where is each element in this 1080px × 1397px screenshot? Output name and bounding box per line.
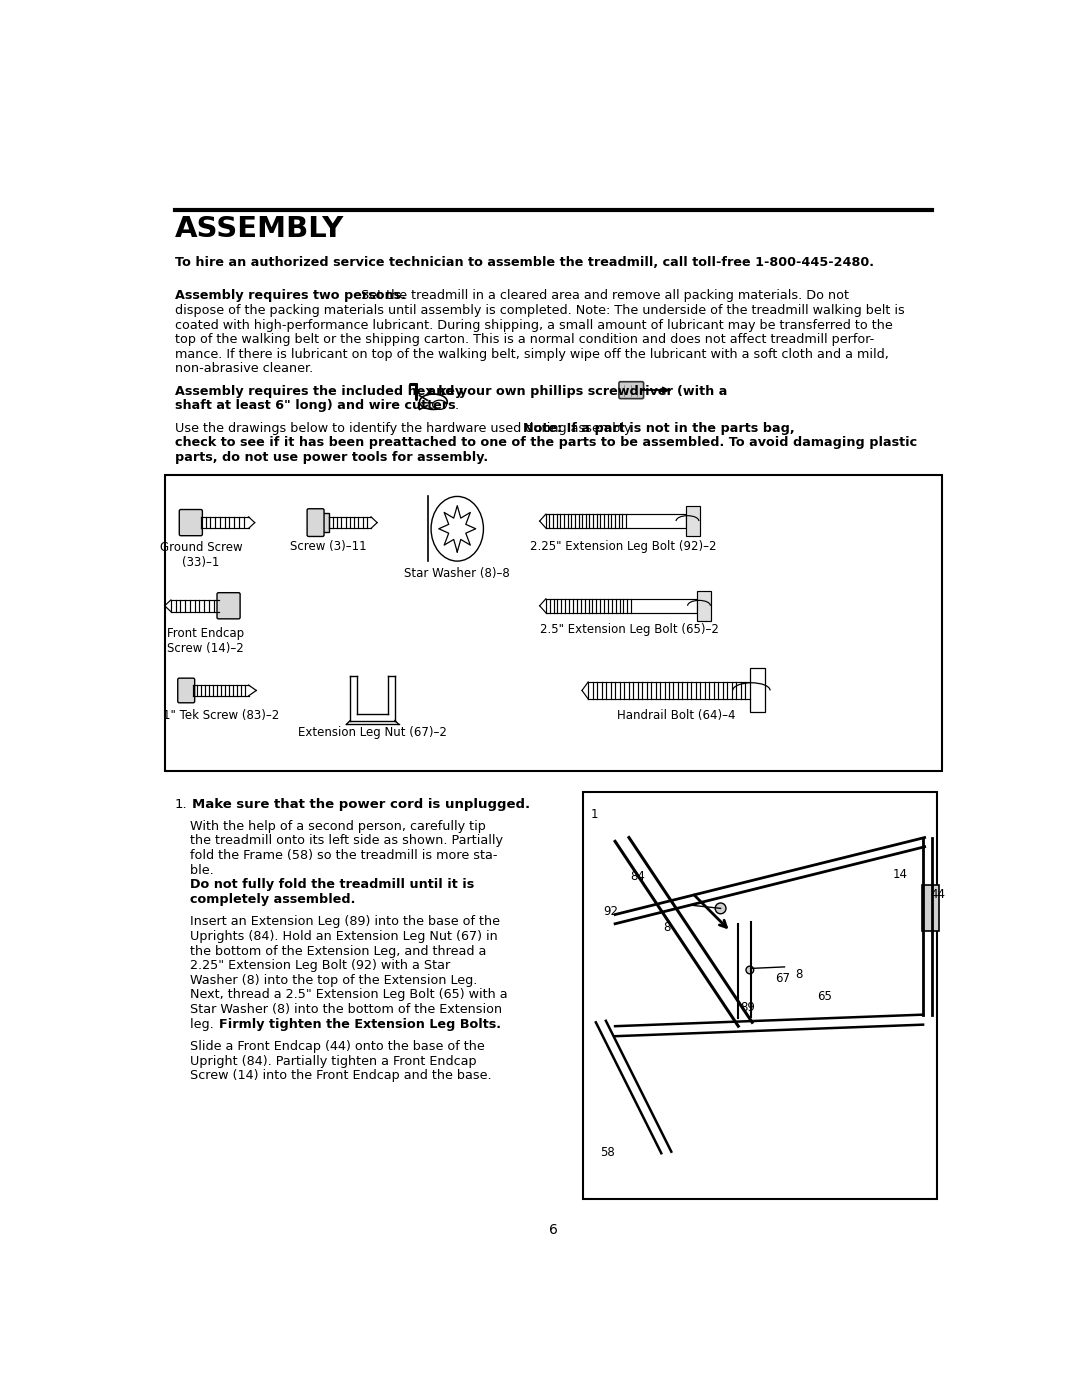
Text: parts, do not use power tools for assembly.: parts, do not use power tools for assemb…	[175, 451, 488, 464]
Text: 1: 1	[591, 807, 598, 820]
Text: ble.: ble.	[190, 863, 218, 877]
Text: leg.: leg.	[190, 1018, 218, 1031]
Text: 8: 8	[663, 921, 671, 933]
Text: Screw (3)–11: Screw (3)–11	[291, 539, 367, 553]
Bar	[321, 513, 328, 532]
Text: 67: 67	[775, 972, 791, 985]
Text: Handrail Bolt (64)–4: Handrail Bolt (64)–4	[618, 708, 735, 722]
Text: Insert an Extension Leg (89) into the base of the: Insert an Extension Leg (89) into the ba…	[190, 915, 500, 929]
Text: Firmly tighten the Extension Leg Bolts.: Firmly tighten the Extension Leg Bolts.	[219, 1018, 501, 1031]
FancyBboxPatch shape	[619, 381, 644, 398]
Text: Star Washer (8) into the bottom of the Extension: Star Washer (8) into the bottom of the E…	[190, 1003, 502, 1016]
Text: Do not fully fold the treadmill until it is: Do not fully fold the treadmill until it…	[190, 879, 474, 891]
Text: Assembly requires the included hex key: Assembly requires the included hex key	[175, 384, 463, 398]
Text: Upright (84). Partially tighten a Front Endcap: Upright (84). Partially tighten a Front …	[190, 1055, 476, 1067]
Text: 44: 44	[931, 888, 946, 901]
Text: Make sure that the power cord is unplugged.: Make sure that the power cord is unplugg…	[191, 798, 529, 812]
Text: Set the treadmill in a cleared area and remove all packing materials. Do not: Set the treadmill in a cleared area and …	[357, 289, 849, 302]
Text: Next, thread a 2.5" Extension Leg Bolt (65) with a: Next, thread a 2.5" Extension Leg Bolt (…	[190, 989, 508, 1002]
FancyBboxPatch shape	[178, 678, 194, 703]
Text: 65: 65	[816, 990, 832, 1003]
Text: the bottom of the Extension Leg, and thread a: the bottom of the Extension Leg, and thr…	[190, 944, 486, 957]
Text: 14: 14	[892, 869, 907, 882]
Text: coated with high-performance lubricant. During shipping, a small amount of lubri: coated with high-performance lubricant. …	[175, 319, 892, 331]
Ellipse shape	[431, 496, 484, 562]
Text: Slide a Front Endcap (44) onto the base of the: Slide a Front Endcap (44) onto the base …	[190, 1039, 485, 1053]
Text: the treadmill onto its left side as shown. Partially: the treadmill onto its left side as show…	[190, 834, 503, 848]
Bar	[632, 599, 698, 613]
Text: and your own phillips screwdriver: and your own phillips screwdriver	[423, 384, 673, 398]
Text: 8: 8	[795, 968, 802, 982]
Text: (with a: (with a	[677, 384, 728, 398]
Text: Front Endcap
Screw (14)–2: Front Endcap Screw (14)–2	[167, 627, 244, 655]
Bar	[165, 475, 942, 771]
Bar	[921, 886, 939, 932]
Text: Star Washer (8)–8: Star Washer (8)–8	[404, 567, 510, 580]
Text: 1.: 1.	[175, 798, 187, 812]
Text: Extension Leg Nut (67)–2: Extension Leg Nut (67)–2	[298, 726, 447, 739]
Text: completely assembled.: completely assembled.	[190, 893, 355, 907]
Text: .: .	[455, 400, 459, 412]
Text: 2.25" Extension Leg Bolt (92)–2: 2.25" Extension Leg Bolt (92)–2	[529, 539, 716, 553]
Text: With the help of a second person, carefully tip: With the help of a second person, carefu…	[190, 820, 486, 833]
Ellipse shape	[419, 394, 447, 409]
FancyBboxPatch shape	[307, 509, 324, 536]
Text: 84: 84	[631, 870, 646, 883]
Ellipse shape	[433, 400, 446, 409]
FancyBboxPatch shape	[217, 592, 240, 619]
Bar	[583, 792, 937, 1200]
Text: Ground Screw
(33)–1: Ground Screw (33)–1	[160, 541, 242, 569]
Text: To hire an authorized service technician to assemble the treadmill, call toll-fr: To hire an authorized service technician…	[175, 256, 874, 270]
Text: fold the Frame (58) so the treadmill is more sta-: fold the Frame (58) so the treadmill is …	[190, 849, 498, 862]
Bar	[698, 591, 712, 622]
Text: 1" Tek Screw (83)–2: 1" Tek Screw (83)–2	[163, 708, 279, 722]
Text: top of the walking belt or the shipping carton. This is a normal condition and d: top of the walking belt or the shipping …	[175, 334, 874, 346]
Text: Note: If a part is not in the parts bag,: Note: If a part is not in the parts bag,	[523, 422, 794, 434]
Text: dispose of the packing materials until assembly is completed. Note: The undersid: dispose of the packing materials until a…	[175, 305, 904, 317]
Text: 2.5" Extension Leg Bolt (65)–2: 2.5" Extension Leg Bolt (65)–2	[540, 623, 718, 636]
Text: check to see if it has been preattached to one of the parts to be assembled. To : check to see if it has been preattached …	[175, 436, 917, 450]
Circle shape	[746, 967, 754, 974]
Text: Use the drawings below to identify the hardware used during assembly.: Use the drawings below to identify the h…	[175, 422, 637, 434]
Text: 92: 92	[603, 905, 618, 918]
Bar	[686, 506, 700, 536]
Text: non-abrasive cleaner.: non-abrasive cleaner.	[175, 362, 313, 376]
Bar	[626, 514, 686, 528]
Text: 2.25" Extension Leg Bolt (92) with a Star: 2.25" Extension Leg Bolt (92) with a Sta…	[190, 960, 450, 972]
Text: 6: 6	[549, 1222, 558, 1236]
Text: 58: 58	[599, 1146, 615, 1158]
Text: Uprights (84). Hold an Extension Leg Nut (67) in: Uprights (84). Hold an Extension Leg Nut…	[190, 930, 498, 943]
FancyBboxPatch shape	[750, 668, 766, 712]
Text: 89: 89	[740, 1000, 755, 1014]
Text: Washer (8) into the top of the Extension Leg.: Washer (8) into the top of the Extension…	[190, 974, 477, 986]
Text: Screw (14) into the Front Endcap and the base.: Screw (14) into the Front Endcap and the…	[190, 1069, 491, 1083]
Text: Assembly requires two persons.: Assembly requires two persons.	[175, 289, 405, 302]
Circle shape	[715, 902, 726, 914]
FancyBboxPatch shape	[179, 510, 202, 535]
Text: shaft at least 6" long) and wire cutters: shaft at least 6" long) and wire cutters	[175, 400, 456, 412]
Text: mance. If there is lubricant on top of the walking belt, simply wipe off the lub: mance. If there is lubricant on top of t…	[175, 348, 889, 360]
Text: ASSEMBLY: ASSEMBLY	[175, 215, 343, 243]
